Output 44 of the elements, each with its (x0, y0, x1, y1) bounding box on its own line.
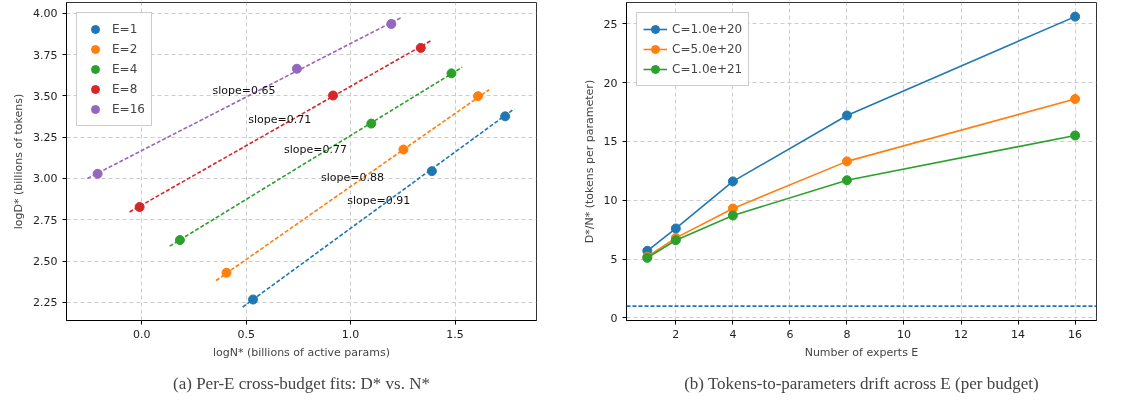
legend-label: C=1.0e+21 (672, 62, 743, 76)
x-axis-title: logN* (billions of active params) (212, 345, 391, 359)
y-tick-label: 20 (603, 76, 618, 90)
y-axis-title: D*/N* (tokens per parameter) (582, 79, 596, 244)
y-tick-label: 4.00 (33, 7, 58, 21)
legend-label: C=5.0e+20 (672, 42, 743, 56)
y-tick-label: 15 (603, 135, 618, 149)
annotation: slope=0.91 (347, 193, 411, 207)
legend-label: E=4 (112, 62, 138, 76)
y-tick-label: 2.50 (33, 255, 58, 269)
x-tick-label: 0.0 (132, 327, 151, 341)
y-tick-label: 3.00 (33, 172, 58, 186)
x-tick-label: 1.5 (446, 327, 464, 341)
text: (a) Per-E cross-budget fits: D* vs. N* (173, 373, 430, 393)
legend-label: C=1.0e+20 (672, 22, 743, 36)
legend-label: E=1 (112, 22, 138, 36)
x-tick-label: 0.5 (237, 327, 255, 341)
legend-label: E=2 (112, 42, 138, 56)
annotation: slope=0.77 (284, 142, 347, 156)
y-tick-label: 3.25 (33, 131, 58, 145)
y-tick-label: 0 (610, 311, 618, 325)
y-axis-title: logD* (billions of tokens) (12, 93, 26, 230)
y-tick-label: 10 (603, 194, 618, 208)
x-tick-label: 8 (843, 327, 851, 341)
y-tick-label: 3.75 (33, 48, 58, 62)
x-tick-label: 10 (897, 327, 911, 341)
legend-label: E=16 (112, 102, 145, 116)
y-tick-label: 3.50 (33, 89, 58, 103)
y-tick-label: 2.25 (33, 296, 58, 310)
y-tick-label: 2.75 (33, 213, 58, 227)
x-tick-label: 12 (954, 327, 969, 341)
x-axis-title: Number of experts E (804, 345, 919, 359)
annotation: slope=0.65 (212, 84, 276, 98)
x-tick-label: 16 (1068, 327, 1083, 341)
y-tick-label: 5 (610, 253, 618, 267)
annotation: slope=0.71 (248, 112, 312, 126)
x-tick-label: 1.0 (341, 327, 360, 341)
x-tick-label: 6 (786, 327, 794, 341)
legend-label: E=8 (112, 82, 138, 96)
x-tick-label: 14 (1011, 327, 1026, 341)
y-tick-label: 25 (603, 17, 618, 31)
x-tick-label: 4 (729, 327, 737, 341)
text: (b) Tokens-to-parameters drift across E (per budget) (684, 373, 1039, 393)
x-tick-label: 2 (672, 327, 680, 341)
